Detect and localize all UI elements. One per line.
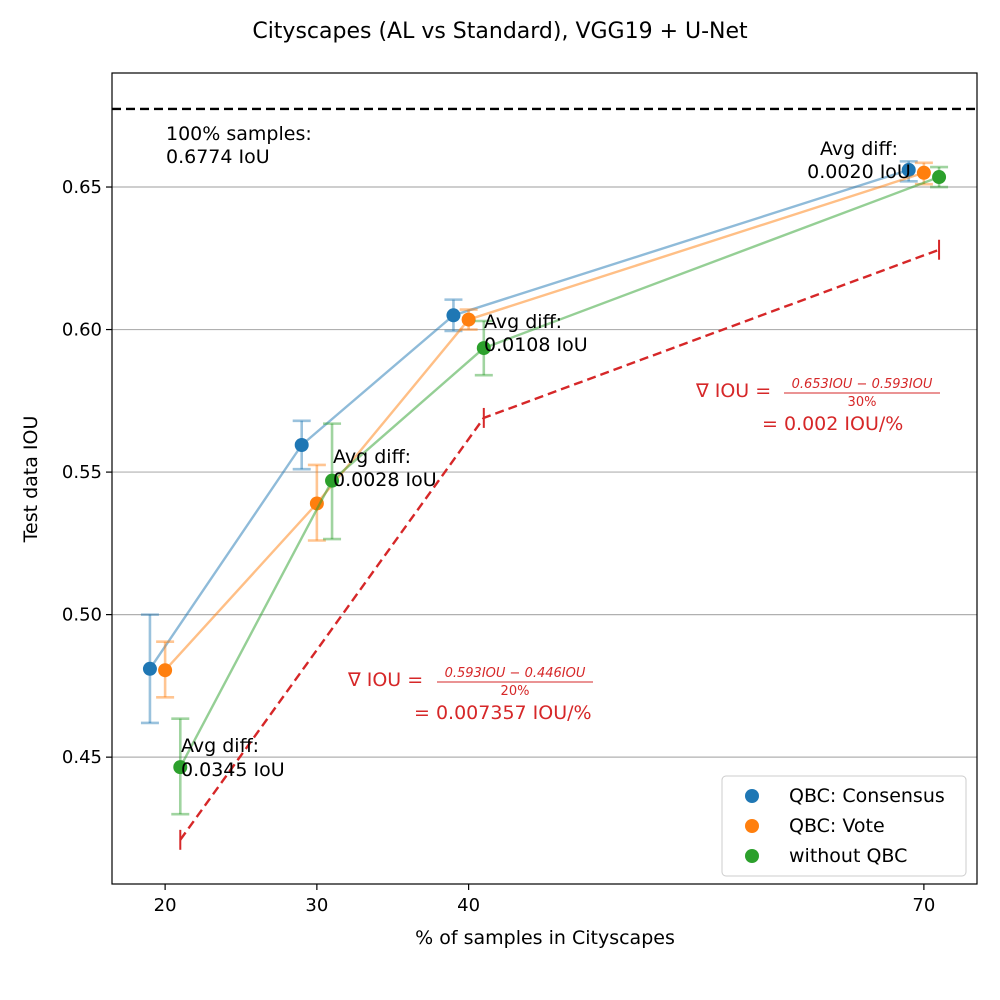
y-tick-label: 0.45 <box>62 747 102 768</box>
data-point <box>309 496 324 511</box>
x-axis-label: % of samples in Cityscapes <box>415 927 675 949</box>
x-tick-label: 20 <box>154 895 177 916</box>
y-tick-label: 0.65 <box>62 177 102 198</box>
avg-diff-70: Avg diff: 0.0020 IoU <box>807 138 911 183</box>
series-line <box>148 168 910 670</box>
gradient-low-prefix: ∇ IOU = <box>347 669 423 691</box>
avg-diff-40-line1: Avg diff: <box>484 311 562 333</box>
avg-diff-30: Avg diff: 0.0028 IoU <box>333 446 437 491</box>
series-2 <box>171 165 949 816</box>
baseline-annotation: 100% samples: 0.6774 IoU <box>166 123 312 168</box>
series-1 <box>156 161 933 699</box>
legend-label-consensus: QBC: Consensus <box>789 785 945 807</box>
gradient-annotation-low: ∇ IOU = 0.593IOU − 0.446IOU 20% = 0.0073… <box>347 666 593 724</box>
series-line <box>164 171 925 672</box>
avg-diff-70-line1: Avg diff: <box>820 138 898 160</box>
avg-diff-30-line1: Avg diff: <box>333 446 411 468</box>
avg-diff-30-line2: 0.0028 IoU <box>333 469 437 491</box>
avg-diff-40-line2: 0.0108 IoU <box>484 334 588 356</box>
data-point <box>461 312 476 327</box>
legend-label-without-qbc: without QBC <box>789 845 907 867</box>
y-tick-label: 0.50 <box>62 605 102 626</box>
data-point <box>476 341 491 356</box>
series-line <box>179 175 940 768</box>
y-gridlines <box>112 186 977 758</box>
legend-marker-vote <box>745 819 759 833</box>
x-tick-label: 30 <box>305 895 328 916</box>
data-point <box>173 760 188 775</box>
baseline-label-line2: 0.6774 IoU <box>166 146 270 168</box>
series-layer <box>140 160 949 816</box>
avg-diff-20-line1: Avg diff: <box>181 735 259 757</box>
chart-title: Cityscapes (AL vs Standard), VGG19 + U-N… <box>252 19 748 44</box>
gradient-low-denominator: 20% <box>501 684 530 699</box>
plot-frame <box>111 72 978 885</box>
data-point <box>325 473 340 488</box>
gradient-low-numerator: 0.593IOU − 0.446IOU <box>445 666 586 681</box>
slope-line-layer <box>179 239 941 850</box>
x-ticks: 20 30 40 70 <box>154 884 935 916</box>
data-point <box>916 165 931 180</box>
data-point <box>901 162 916 177</box>
legend-marker-without-qbc <box>745 849 759 863</box>
gradient-high-prefix: ∇ IOU = <box>695 380 771 402</box>
avg-diff-20: Avg diff: 0.0345 IoU <box>181 735 285 781</box>
x-tick-label: 70 <box>912 895 935 916</box>
gradient-high-denominator: 30% <box>848 395 877 410</box>
data-point <box>142 661 157 676</box>
legend: QBC: Consensus QBC: Vote without QBC <box>721 775 967 877</box>
data-point <box>294 438 309 453</box>
y-axis-label: Test data IOU <box>20 416 42 544</box>
data-point <box>932 170 947 185</box>
avg-diff-20-line2: 0.0345 IoU <box>181 759 285 781</box>
y-tick-label: 0.60 <box>62 320 102 341</box>
gradient-low-result: = 0.007357 IOU/% <box>414 702 592 724</box>
legend-label-vote: QBC: Vote <box>789 815 885 837</box>
gradient-high-numerator: 0.653IOU − 0.593IOU <box>792 377 933 392</box>
legend-box <box>721 775 967 877</box>
x-tick-label: 40 <box>457 895 480 916</box>
avg-diff-70-line2: 0.0020 IoU <box>807 161 911 183</box>
series-0 <box>140 160 918 725</box>
baseline-label-line1: 100% samples: <box>166 123 312 145</box>
gradient-annotation-high: ∇ IOU = 0.653IOU − 0.593IOU 30% = 0.002 … <box>695 377 940 435</box>
gradient-high-result: = 0.002 IOU/% <box>762 413 903 435</box>
y-ticks: 0.45 0.50 0.55 0.60 0.65 <box>62 177 112 768</box>
legend-marker-consensus <box>745 789 759 803</box>
data-point <box>158 663 173 678</box>
data-point <box>446 308 461 323</box>
avg-diff-40: Avg diff: 0.0108 IoU <box>484 311 588 356</box>
y-tick-label: 0.55 <box>62 462 102 483</box>
